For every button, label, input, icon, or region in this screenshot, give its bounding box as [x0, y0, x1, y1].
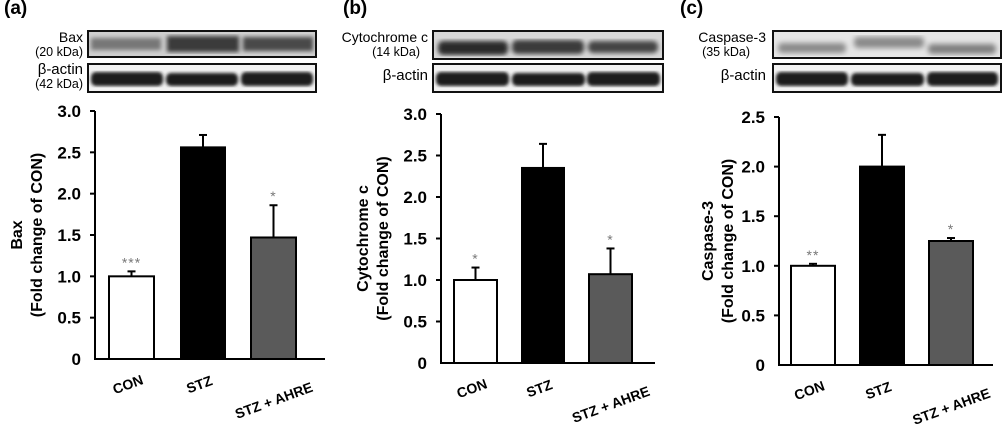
significance-marker: ** [807, 247, 820, 263]
panel-label-a: (a) [4, 0, 28, 19]
significance-marker: * [948, 221, 954, 237]
western-blot-actin-b [432, 63, 664, 93]
y-tick-label: 0.5 [57, 309, 81, 328]
bar-stz [180, 146, 226, 360]
blot-kda: (35 kDa) [702, 45, 750, 59]
blot-protein-name: Bax [58, 29, 83, 45]
bar-stz [521, 166, 565, 364]
blot-bands [774, 65, 1000, 91]
y-tick-label: 0 [418, 354, 427, 373]
blot-bands [89, 65, 315, 91]
blot-bands [774, 32, 1000, 57]
y-tick-label: 2.0 [741, 158, 765, 177]
blot-label-caspase-3: Caspase-3 (35 kDa) [665, 30, 766, 60]
y-tick-label: 2.5 [57, 143, 81, 162]
blot-protein-name: β-actin [37, 61, 83, 78]
y-tick-label: 1.5 [741, 207, 765, 226]
western-blot-actin-c [772, 63, 1002, 93]
bar-con [790, 264, 836, 366]
blot-label-actin-a: β-actin (42 kDa) [0, 62, 83, 92]
bar-chart-c: 0 0.5 1.0 1.5 2.0 2.5 Caspase-3 (Fold change of… [700, 108, 993, 428]
blot-kda: (20 kDa) [35, 45, 83, 59]
y-tick-label: 0 [72, 350, 81, 369]
bar-stz-ahre [588, 273, 633, 364]
bar-con [453, 279, 498, 364]
western-blot-cytochrome-c [432, 30, 664, 60]
blot-kda: (42 kDa) [35, 77, 83, 91]
y-tick-label: 1.5 [403, 230, 427, 249]
blot-protein-name: Caspase-3 [698, 29, 766, 45]
y-tick-label: 3.0 [403, 105, 427, 124]
blot-kda: (14 kDa) [372, 45, 420, 59]
blot-protein-name: β-actin [720, 67, 766, 84]
x-category-label: STZ [184, 372, 215, 396]
x-category-label: STZ + AHRE [233, 379, 315, 422]
bar-con [108, 275, 155, 361]
y-tick-label: 1.0 [741, 257, 765, 276]
y-tick-label: 1.0 [403, 271, 427, 290]
blot-protein-name: β-actin [382, 67, 428, 84]
blot-label-bax: Bax (20 kDa) [0, 30, 83, 60]
blot-bands [434, 32, 662, 58]
y-tick-label: 1.0 [57, 267, 81, 286]
x-category-label: CON [792, 377, 827, 403]
bar-chart-b: 0 0.5 1.0 1.5 2.0 2.5 3.0 Cytochrome c (Fold cha… [355, 105, 655, 426]
blot-label-cytochrome-c: Cytochrome c (14 kDa) [318, 30, 428, 60]
y-axis-label: Caspase-3 (Fold change of CON) [700, 159, 737, 323]
x-category-label: CON [110, 371, 145, 397]
bar-stz-ahre [250, 236, 297, 360]
blot-label-actin-b: β-actin [330, 68, 428, 83]
x-category-label: STZ + AHRE [570, 383, 652, 426]
y-tick-label: 3.0 [57, 102, 81, 121]
significance-marker: * [472, 251, 478, 267]
significance-marker: *** [122, 254, 141, 270]
y-axis-label: Cytochrome c (Fold change of CON) [355, 156, 392, 320]
x-category-label: STZ + AHRE [910, 385, 992, 428]
x-category-label: STZ [524, 376, 555, 400]
x-category-label: STZ [863, 378, 894, 402]
y-axis-label: Bax (Fold change of CON) [9, 153, 46, 317]
western-blot-actin-a [87, 63, 317, 93]
y-tick-label: 2.5 [403, 147, 427, 166]
significance-marker: * [607, 231, 613, 247]
panel-label-b: (b) [343, 0, 368, 19]
significance-marker: * [270, 188, 276, 204]
panel-label-c: (c) [680, 0, 704, 19]
y-tick-label: 2.5 [741, 108, 765, 127]
blot-bands [434, 65, 662, 91]
y-tick-label: 1.5 [57, 226, 81, 245]
y-tick-label: 2.0 [403, 188, 427, 207]
bar-chart-a: 0 0.5 1.0 1.5 2.0 2.5 3.0 Bax (Fold change of CO… [9, 102, 325, 422]
blot-label-actin-c: β-actin [665, 68, 766, 83]
western-blot-bax [87, 30, 317, 58]
western-blot-caspase-3 [772, 30, 1002, 59]
y-tick-label: 2.0 [57, 185, 81, 204]
y-tick-label: 0.5 [741, 306, 765, 325]
blot-protein-name: Cytochrome c [341, 29, 428, 45]
x-category-label: CON [454, 375, 489, 401]
bar-stz [859, 165, 905, 366]
bar-stz-ahre [928, 240, 974, 366]
blot-bands [89, 32, 315, 56]
y-tick-label: 0 [756, 356, 765, 375]
y-tick-label: 0.5 [403, 313, 427, 332]
